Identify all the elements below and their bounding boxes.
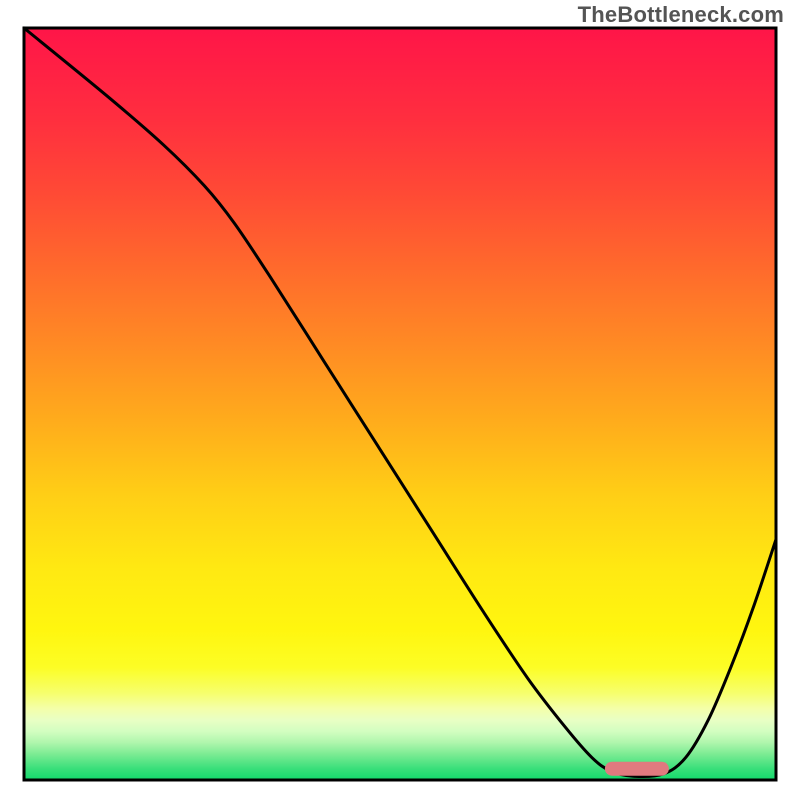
chart-stage: { "watermark": { "text": "TheBottleneck.… [0,0,800,800]
plot-background [24,28,776,780]
optimal-marker [605,762,669,776]
bottleneck-chart [0,0,800,800]
